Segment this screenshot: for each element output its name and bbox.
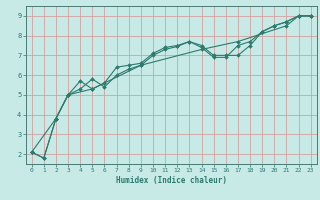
- X-axis label: Humidex (Indice chaleur): Humidex (Indice chaleur): [116, 176, 227, 185]
